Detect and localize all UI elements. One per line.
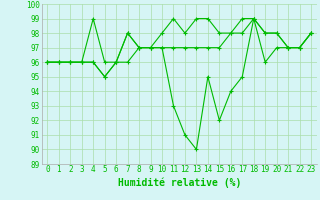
X-axis label: Humidité relative (%): Humidité relative (%) [117, 177, 241, 188]
